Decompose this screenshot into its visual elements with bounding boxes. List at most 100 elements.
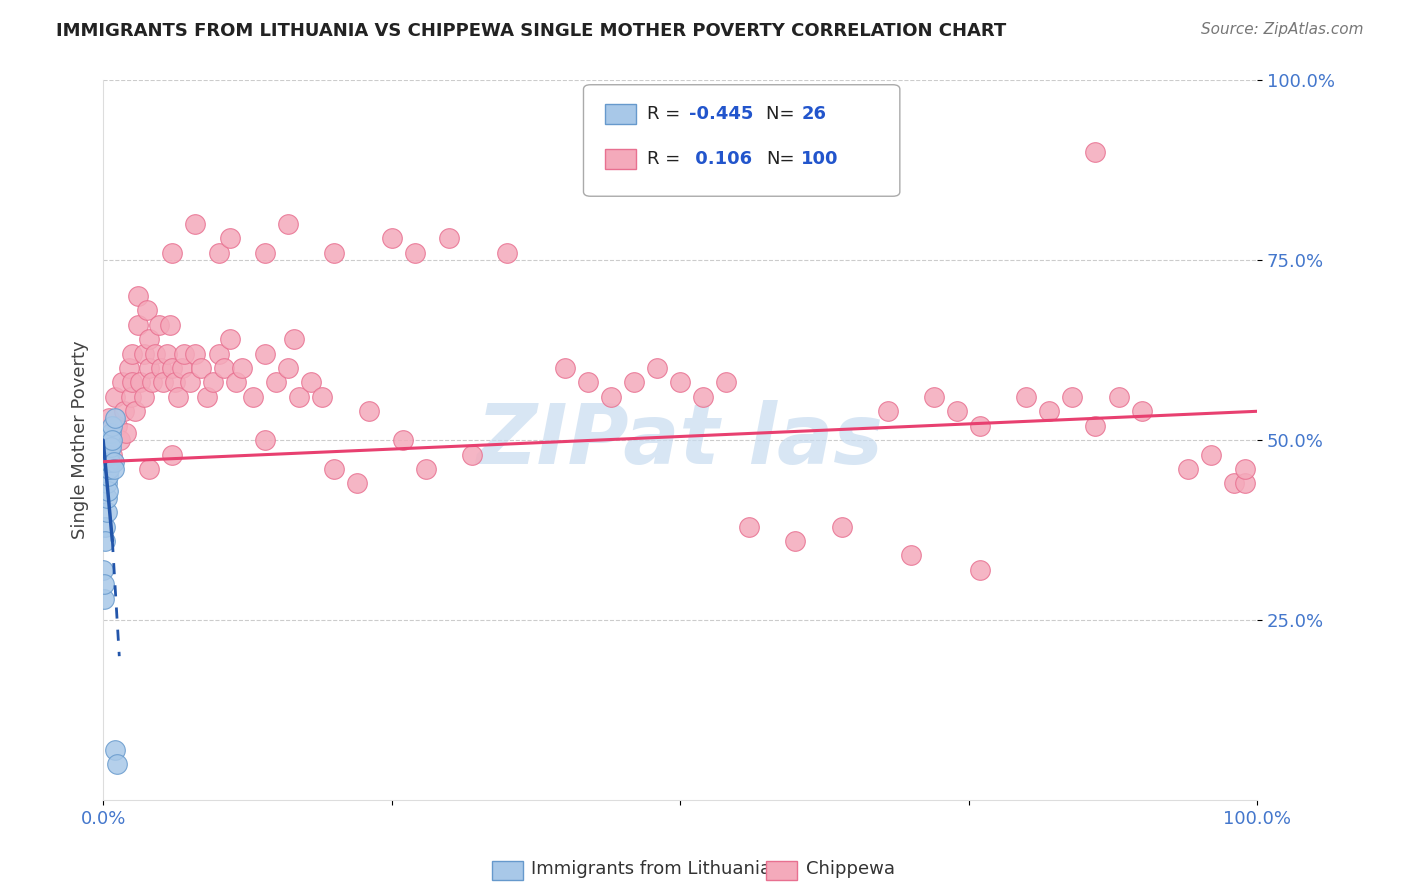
Point: [132, 390, 155, 404]
Point: [97, 469, 120, 483]
Point: [97, 483, 120, 498]
Point: [357, 404, 380, 418]
Point: [132, 346, 155, 360]
Point: [969, 563, 991, 577]
Point: [1177, 462, 1199, 476]
Point: [179, 376, 201, 390]
Point: [207, 346, 229, 360]
Point: [155, 346, 177, 360]
Point: [1084, 418, 1107, 433]
Point: [121, 376, 143, 390]
Point: [93, 577, 115, 591]
Point: [143, 346, 166, 360]
Point: [1234, 476, 1257, 491]
Point: [439, 231, 461, 245]
Point: [1108, 390, 1130, 404]
Point: [277, 217, 299, 231]
Point: [163, 376, 186, 390]
Point: [98, 455, 121, 469]
Point: [104, 411, 127, 425]
Point: [692, 390, 714, 404]
Point: [94, 533, 117, 548]
Point: [138, 361, 160, 376]
Point: [922, 390, 945, 404]
Point: [576, 376, 599, 390]
Point: [129, 376, 152, 390]
Point: [97, 462, 120, 476]
Point: [117, 361, 139, 376]
Point: [195, 390, 218, 404]
Point: [283, 332, 305, 346]
Point: [322, 245, 344, 260]
Point: [645, 361, 668, 376]
Point: [415, 462, 437, 476]
Point: [738, 519, 761, 533]
Point: [167, 390, 190, 404]
Point: [1062, 390, 1084, 404]
Point: [623, 376, 645, 390]
Point: [97, 455, 120, 469]
Text: Source: ZipAtlas.com: Source: ZipAtlas.com: [1201, 22, 1364, 37]
Point: [98, 440, 121, 454]
Point: [253, 245, 276, 260]
Point: [554, 361, 576, 376]
Point: [201, 376, 224, 390]
Point: [876, 404, 898, 418]
Point: [785, 533, 807, 548]
Point: [716, 376, 738, 390]
Point: [214, 361, 236, 376]
Point: [1038, 404, 1060, 418]
Point: [103, 455, 125, 469]
Point: [969, 418, 991, 433]
Point: [97, 448, 120, 462]
Text: N=: N=: [766, 150, 794, 168]
Text: N=: N=: [766, 105, 800, 123]
Point: [184, 217, 207, 231]
Text: -0.445: -0.445: [689, 105, 754, 123]
Point: [173, 346, 195, 360]
Point: [299, 376, 322, 390]
Point: [96, 491, 118, 505]
Point: [149, 361, 172, 376]
Point: [136, 303, 159, 318]
Point: [97, 411, 120, 425]
Point: [322, 462, 344, 476]
Point: [162, 245, 184, 260]
Point: [100, 425, 122, 440]
Point: [105, 418, 128, 433]
Point: [264, 376, 287, 390]
Point: [831, 519, 853, 533]
Point: [148, 318, 170, 332]
Point: [127, 318, 149, 332]
Point: [242, 390, 264, 404]
Point: [1084, 145, 1107, 159]
Point: [110, 376, 132, 390]
Point: [104, 743, 127, 757]
Point: [946, 404, 969, 418]
Point: [1199, 448, 1222, 462]
Point: [100, 440, 122, 454]
Point: [346, 476, 368, 491]
Point: [496, 245, 519, 260]
Point: [381, 231, 404, 245]
Point: [1223, 476, 1246, 491]
Point: [138, 332, 160, 346]
Point: [103, 462, 125, 476]
Point: [392, 433, 415, 447]
Point: [91, 563, 114, 577]
Text: Chippewa: Chippewa: [806, 860, 894, 878]
Point: [253, 346, 276, 360]
Point: [93, 591, 115, 606]
Text: Immigrants from Lithuania: Immigrants from Lithuania: [531, 860, 772, 878]
Text: 100: 100: [801, 150, 839, 168]
Point: [112, 404, 135, 418]
Point: [101, 433, 124, 447]
Point: [124, 404, 146, 418]
Text: 26: 26: [801, 105, 827, 123]
Point: [101, 418, 124, 433]
Point: [311, 390, 333, 404]
Point: [599, 390, 621, 404]
Point: [253, 433, 276, 447]
Point: [96, 476, 118, 491]
Point: [1130, 404, 1153, 418]
